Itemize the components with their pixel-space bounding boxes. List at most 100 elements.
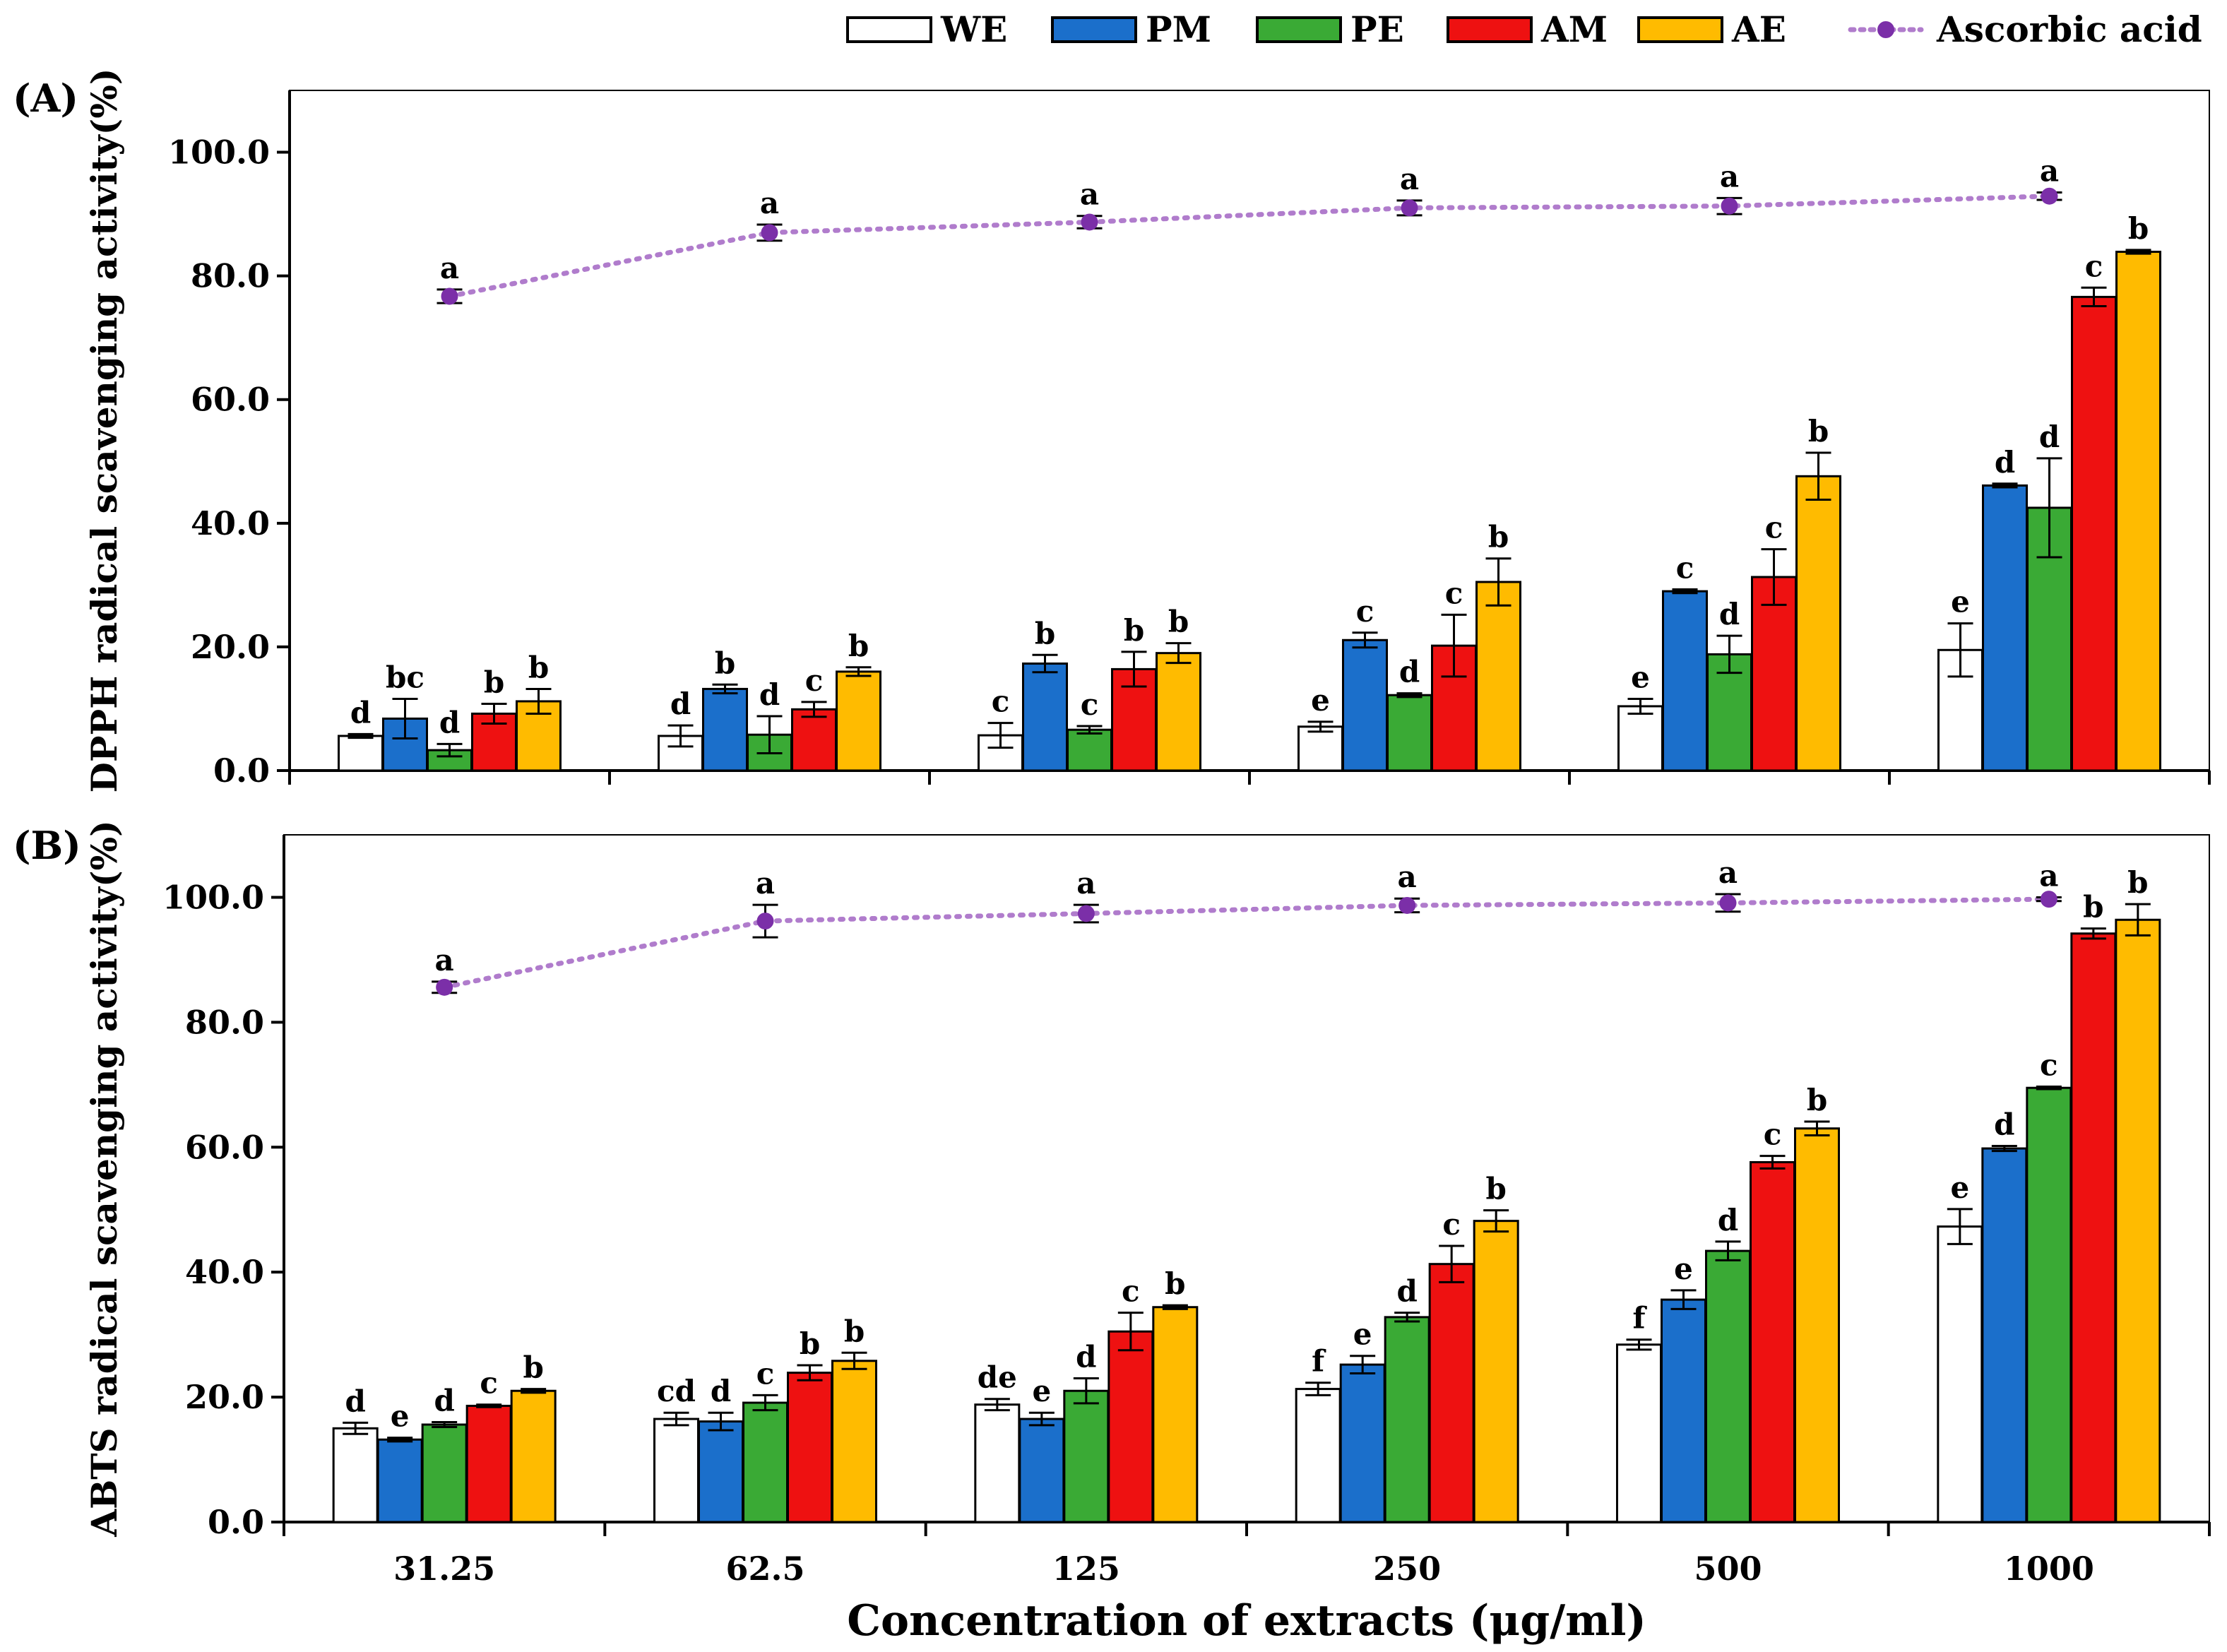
legend-swatch-am bbox=[1447, 16, 1533, 43]
significance-letter-pe: c bbox=[2040, 1047, 2058, 1082]
significance-letter-pm: e bbox=[1674, 1252, 1693, 1286]
significance-letter-ascorbic-acid: a bbox=[1076, 866, 1095, 901]
significance-letter-ascorbic-acid: a bbox=[440, 251, 459, 285]
significance-letter-ascorbic-acid: a bbox=[2040, 153, 2059, 188]
bar-ae bbox=[2115, 250, 2161, 772]
bar-ae bbox=[1152, 1306, 1199, 1523]
significance-letter-ae: b bbox=[528, 650, 549, 684]
significance-letter-pm: c bbox=[1356, 594, 1374, 629]
significance-letter-pe: d bbox=[1396, 1274, 1417, 1309]
significance-letter-ascorbic-acid: a bbox=[1718, 855, 1738, 890]
panel-a-dpph: 0.0 20.0 40.0 60.0 80.0 100.0 DPPH radical sca… bbox=[13, 69, 2211, 793]
significance-letter-am: c bbox=[1122, 1274, 1140, 1309]
significance-letter-pm: bc bbox=[386, 660, 424, 694]
y-tick-label: 60.0 bbox=[191, 381, 270, 419]
significance-letter-pe: d bbox=[1076, 1340, 1096, 1374]
bar-we bbox=[653, 1418, 699, 1523]
bar-pe bbox=[2026, 1086, 2072, 1523]
significance-letter-pe: d bbox=[2039, 420, 2060, 454]
significance-letter-pm: e bbox=[391, 1399, 410, 1434]
y-tick-label: 20.0 bbox=[191, 628, 270, 666]
bar-am bbox=[1750, 1161, 1795, 1523]
significance-letter-we: e bbox=[1951, 585, 1970, 619]
significance-letter-am: c bbox=[480, 1366, 498, 1401]
y-tick-label: 100.0 bbox=[162, 878, 264, 916]
significance-letter-we: e bbox=[1631, 660, 1650, 694]
y-tick-label: 80.0 bbox=[185, 1003, 264, 1041]
bar-ae bbox=[831, 1360, 877, 1523]
significance-letter-ae: b bbox=[2128, 211, 2149, 246]
significance-letter-ascorbic-acid: a bbox=[1080, 177, 1099, 212]
significance-letter-ae: b bbox=[523, 1350, 543, 1385]
bar-we bbox=[1295, 1388, 1341, 1523]
x-tick-label: 250 bbox=[1373, 1550, 1441, 1588]
significance-letter-am: b bbox=[1124, 613, 1144, 648]
bar-we bbox=[332, 1427, 379, 1523]
bar-pe bbox=[1384, 1316, 1430, 1523]
bar-we bbox=[1617, 705, 1663, 772]
bar-ae bbox=[510, 1389, 557, 1523]
bar-ae bbox=[1473, 1220, 1519, 1523]
ascorbic-acid-point bbox=[1398, 896, 1416, 914]
legend-label-we: WE bbox=[940, 8, 1007, 50]
bar-pe bbox=[1386, 694, 1432, 772]
significance-letter-pm: e bbox=[1353, 1317, 1372, 1352]
legend-swatch-we bbox=[846, 16, 932, 43]
significance-letter-ascorbic-acid: a bbox=[1398, 860, 1417, 894]
bar-ae bbox=[1795, 475, 1841, 772]
significance-letter-am: c bbox=[805, 663, 824, 698]
significance-letter-we: d bbox=[345, 1384, 365, 1418]
legend-label-pm: PM bbox=[1146, 8, 1211, 50]
y-tick-label: 80.0 bbox=[191, 257, 270, 295]
significance-letter-pm: e bbox=[1032, 1374, 1051, 1408]
significance-letter-am: c bbox=[1765, 511, 1783, 545]
ascorbic-acid-point bbox=[756, 913, 774, 930]
bar-we bbox=[974, 1403, 1021, 1523]
bar-pe bbox=[1705, 1249, 1751, 1523]
significance-letter-ascorbic-acid: a bbox=[2039, 858, 2058, 893]
bar-pe bbox=[742, 1401, 788, 1523]
significance-letter-we: cd bbox=[657, 1374, 696, 1408]
significance-letter-pe: d bbox=[439, 705, 460, 739]
significance-letter-we: e bbox=[1950, 1170, 1969, 1205]
ascorbic-acid-point bbox=[2041, 187, 2058, 205]
bar-pm bbox=[1339, 1363, 1386, 1523]
legend-marker-ascorbic-acid bbox=[1877, 21, 1894, 38]
bar-ae bbox=[1475, 581, 1521, 772]
significance-letter-we: f bbox=[1312, 1344, 1326, 1379]
significance-letter-pm: c bbox=[1676, 550, 1694, 585]
bar-am bbox=[2071, 295, 2117, 772]
significance-letter-ascorbic-acid: a bbox=[1400, 162, 1419, 196]
x-tick-label: 31.25 bbox=[393, 1550, 495, 1588]
bar-we bbox=[1616, 1343, 1662, 1523]
significance-letter-ae: b bbox=[1168, 605, 1189, 639]
plot-frame bbox=[289, 90, 2210, 771]
significance-letter-ascorbic-acid: a bbox=[756, 866, 775, 901]
x-tick-label: 500 bbox=[1694, 1550, 1762, 1588]
x-tick-label: 125 bbox=[1052, 1550, 1120, 1588]
significance-letter-pm: d bbox=[711, 1374, 731, 1408]
y-axis-label: DPPH radical scavenging activity(%) bbox=[83, 69, 125, 793]
significance-letter-pe: d bbox=[1718, 1203, 1738, 1237]
significance-letter-ascorbic-acid: a bbox=[1720, 159, 1739, 194]
significance-letter-am: c bbox=[2085, 249, 2103, 283]
significance-letter-am: b bbox=[484, 665, 504, 699]
y-tick-label: 60.0 bbox=[185, 1128, 264, 1166]
bar-pm bbox=[1019, 1418, 1065, 1523]
panel-label: (B) bbox=[13, 823, 81, 868]
significance-letter-pe: d bbox=[759, 677, 780, 712]
significance-letter-we: c bbox=[992, 684, 1010, 719]
significance-letter-we: d bbox=[350, 695, 371, 730]
ascorbic-acid-point bbox=[436, 978, 453, 996]
significance-letter-pm: b bbox=[715, 646, 735, 680]
y-tick-label: 100.0 bbox=[168, 133, 270, 172]
y-tick-label: 40.0 bbox=[185, 1253, 264, 1291]
bar-ae bbox=[836, 670, 881, 772]
bar-ae bbox=[2115, 918, 2161, 1523]
significance-letter-pe: d bbox=[1719, 597, 1740, 631]
bar-am bbox=[2070, 932, 2117, 1523]
legend-label-ae: AE bbox=[1731, 8, 1786, 50]
bar-pe bbox=[421, 1423, 468, 1523]
legend: WE PM PE AM AE Ascorbic acid bbox=[846, 8, 2202, 50]
